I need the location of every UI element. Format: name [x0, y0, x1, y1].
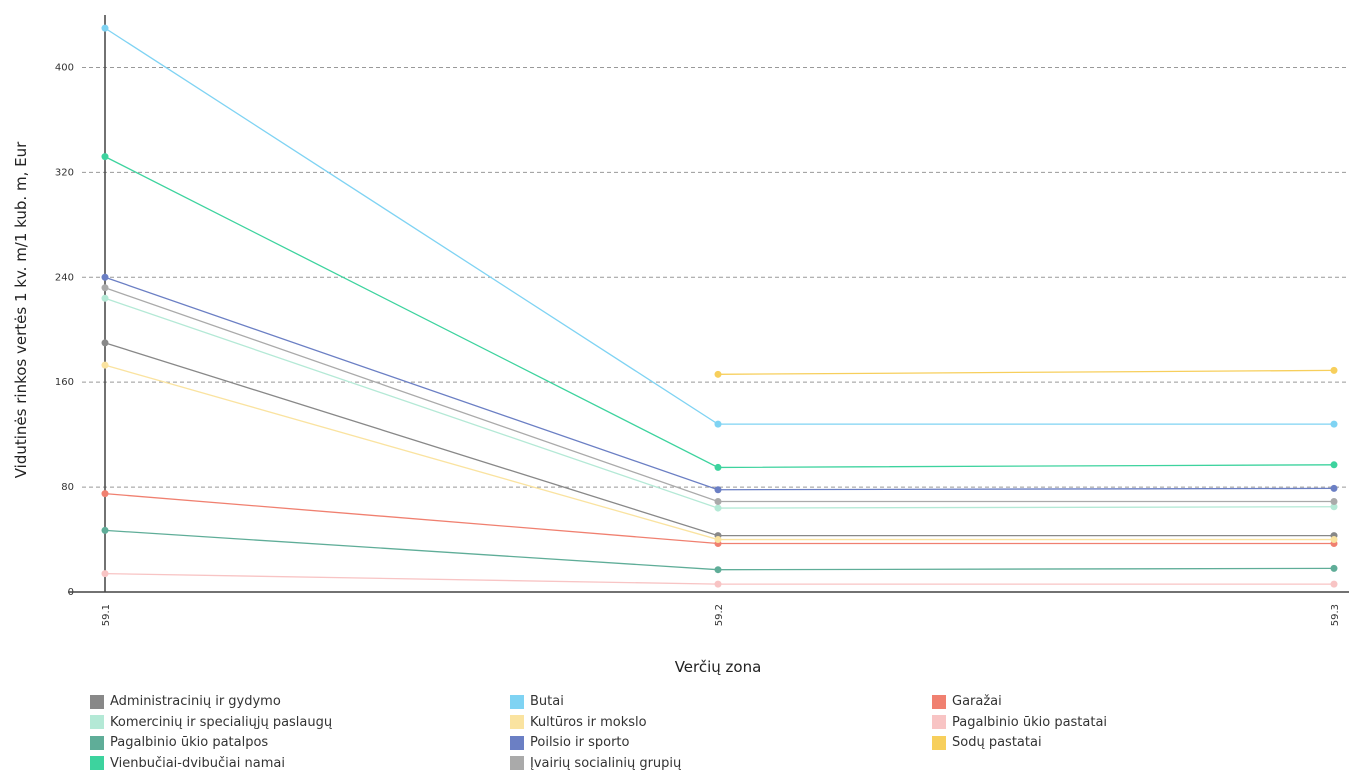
legend-label: Garažai [952, 694, 1002, 709]
legend-item[interactable]: Vienbučiai-dvibučiai namai [90, 754, 285, 773]
grid-lines [82, 66, 1349, 488]
legend-label: Vienbučiai-dvibučiai namai [110, 755, 285, 771]
legend-swatch [932, 694, 946, 709]
data-point [101, 526, 109, 534]
y-tick-label: 320 [55, 167, 74, 178]
data-point [101, 153, 109, 161]
x-axis-title: Verčių zona [675, 658, 762, 676]
data-point [1330, 366, 1338, 374]
series-line-8 [717, 369, 1335, 375]
y-axis-title: Vidutinės rinkos vertės 1 kv. m/1 kub. m… [12, 141, 30, 478]
legend-label: Įvairių socialinių grupių [530, 755, 682, 771]
legend-swatch [510, 735, 524, 750]
series-line-9 [104, 156, 1335, 469]
legend-label: Butai [530, 694, 564, 709]
data-point [101, 284, 109, 292]
legend-item[interactable]: Įvairių socialinių grupių [510, 754, 681, 773]
series-line-4 [104, 364, 1334, 541]
series-line-1 [104, 27, 1334, 425]
data-point [714, 370, 722, 378]
data-point [714, 536, 722, 544]
legend-item[interactable]: Komercinių ir specialiųjų paslaugų [90, 713, 332, 732]
data-point [714, 498, 722, 506]
legend-swatch [90, 694, 104, 709]
data-point [1330, 564, 1338, 572]
data-point [1330, 498, 1338, 506]
data-point [714, 504, 722, 512]
legend-item[interactable]: Administracinių ir gydymo [90, 692, 281, 711]
x-axis-ticks: 59.1 59.2 59.3 [101, 604, 1341, 626]
data-point [101, 361, 109, 369]
legend-item[interactable]: Pagalbinio ūkio patalpos [90, 733, 268, 752]
data-point [714, 486, 722, 494]
data-point [1330, 536, 1338, 544]
data-point [714, 580, 722, 588]
y-tick-label: 240 [55, 272, 74, 283]
legend-label: Komercinių ir specialiųjų paslaugų [110, 714, 333, 730]
data-point [714, 566, 722, 574]
data-point [1330, 420, 1338, 428]
data-point [714, 420, 722, 428]
legend-label: Poilsio ir sporto [530, 735, 630, 750]
legend-swatch [90, 756, 104, 770]
legend-item[interactable]: Sodų pastatai [932, 733, 1042, 752]
data-point [101, 24, 109, 32]
data-point [101, 490, 109, 498]
y-tick-label: 80 [61, 482, 74, 493]
data-point [1330, 484, 1338, 492]
data-point [101, 339, 109, 347]
series-points [101, 24, 1338, 588]
legend: Administracinių ir gydymo Butai Garažai Kom… [90, 688, 1340, 783]
legend-swatch [932, 715, 946, 729]
legend-label: Pagalbinio ūkio patalpos [110, 735, 269, 750]
data-point [1330, 503, 1338, 511]
series-line-3 [104, 297, 1335, 509]
legend-swatch [90, 715, 104, 729]
x-tick-label: 59.2 [714, 604, 725, 626]
data-point [101, 273, 109, 281]
x-tick-label: 59.1 [101, 604, 112, 626]
x-tick-label: 59.3 [1330, 604, 1341, 626]
data-point [101, 570, 109, 578]
y-tick-label: 400 [55, 62, 74, 73]
legend-item[interactable]: Kultūros ir mokslo [510, 713, 647, 732]
legend-swatch [510, 694, 524, 709]
y-axis-ticks: 080160240320400 [55, 62, 74, 598]
legend-label: Kultūros ir mokslo [530, 714, 647, 730]
series-line-7 [104, 276, 1335, 491]
legend-item[interactable]: Poilsio ir sporto [510, 733, 630, 752]
legend-swatch [932, 735, 946, 750]
legend-swatch [510, 756, 524, 770]
data-point [101, 294, 109, 302]
legend-label: Sodų pastatai [952, 735, 1042, 750]
legend-swatch [90, 735, 104, 750]
data-point [1330, 580, 1338, 588]
legend-label: Administracinių ir gydymo [110, 694, 281, 709]
legend-item[interactable]: Garažai [932, 692, 1002, 711]
legend-item[interactable]: Pagalbinio ūkio pastatai [932, 713, 1107, 732]
legend-label: Pagalbinio ūkio pastatai [952, 714, 1108, 730]
data-point [714, 463, 722, 471]
data-point [1330, 461, 1338, 469]
y-tick-label: 160 [55, 377, 74, 388]
legend-item[interactable]: Butai [510, 692, 564, 711]
line-chart: 080160240320400 59.159.259.3 Verčių zona… [12, 15, 1349, 676]
legend-swatch [510, 715, 524, 729]
